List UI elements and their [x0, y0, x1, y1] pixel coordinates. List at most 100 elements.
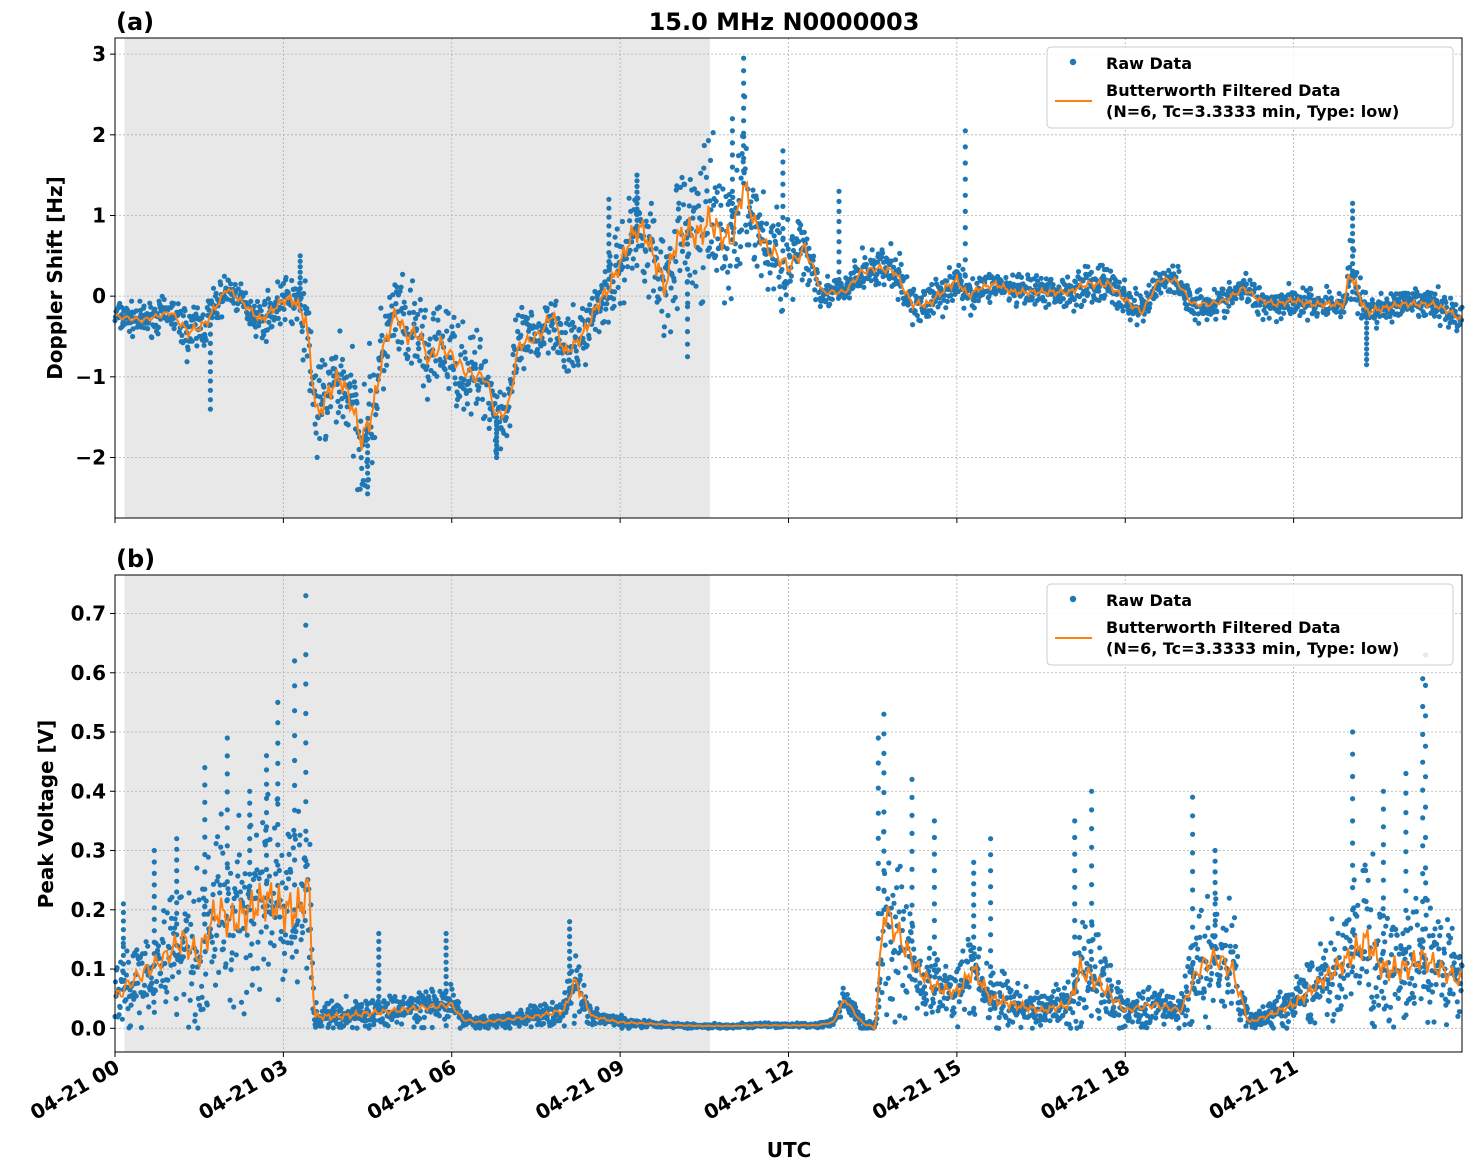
raw-data-point	[745, 213, 751, 219]
raw-data-point	[1073, 302, 1079, 308]
raw-data-point	[459, 380, 465, 387]
raw-data-point	[895, 296, 901, 303]
raw-data-point	[726, 285, 732, 291]
raw-data-point	[668, 329, 674, 335]
raw-data-point	[196, 897, 202, 903]
raw-data-point	[324, 409, 331, 416]
raw-data-point	[1223, 927, 1229, 933]
raw-data-point	[951, 1010, 957, 1016]
raw-data-point	[1017, 993, 1023, 999]
raw-data-point	[801, 271, 807, 277]
raw-data-point	[1263, 310, 1269, 316]
raw-data-spike-point	[741, 168, 747, 174]
raw-data-point	[234, 859, 240, 865]
raw-data-point	[251, 921, 257, 927]
raw-data-point	[642, 278, 648, 284]
raw-data-point	[1115, 979, 1121, 986]
raw-data-point	[461, 406, 467, 412]
raw-data-point	[571, 1020, 577, 1026]
raw-data-point	[648, 200, 655, 206]
raw-data-point	[155, 331, 161, 337]
raw-data-spike-point	[684, 291, 691, 297]
raw-data-point	[1341, 309, 1347, 315]
raw-data-point	[142, 950, 148, 957]
raw-data-point	[1082, 924, 1088, 930]
raw-data-point	[209, 939, 215, 945]
raw-data-point	[1088, 269, 1094, 275]
raw-data-point	[169, 974, 176, 980]
raw-data-spike-point	[780, 203, 786, 209]
raw-data-point	[436, 304, 442, 310]
raw-data-point	[1363, 289, 1369, 296]
raw-data-point	[161, 296, 167, 302]
raw-data-point	[235, 873, 241, 879]
raw-data-point	[844, 991, 850, 998]
raw-data-point	[703, 174, 710, 180]
panel-b: 0.00.10.20.30.40.50.60.7 04-21 00 04-21 0…	[26, 545, 1465, 1162]
raw-data-point	[300, 930, 306, 936]
raw-data-point	[547, 337, 554, 343]
raw-data-point	[1081, 298, 1087, 304]
raw-data-point	[449, 986, 455, 992]
raw-data-point	[420, 383, 426, 389]
raw-data-spike-point	[741, 68, 747, 74]
raw-data-point	[127, 1023, 134, 1029]
raw-data-point	[1225, 989, 1231, 995]
raw-data-point	[661, 324, 668, 330]
raw-data-point	[771, 233, 777, 239]
raw-data-point	[515, 312, 521, 318]
raw-data-spike-point	[836, 198, 842, 204]
raw-data-point	[785, 216, 791, 223]
raw-data-spike-point	[634, 200, 640, 206]
raw-data-point	[448, 981, 454, 987]
raw-data-spike-point	[1350, 215, 1356, 221]
raw-data-point	[1061, 985, 1068, 991]
raw-data-point	[217, 890, 223, 896]
raw-data-spike-point	[606, 250, 612, 256]
raw-data-point	[458, 352, 464, 358]
raw-data-point	[970, 276, 976, 282]
raw-data-point	[181, 991, 187, 997]
raw-data-point	[704, 230, 711, 236]
raw-data-point	[482, 413, 488, 420]
raw-data-point	[266, 319, 272, 325]
raw-data-point	[752, 254, 758, 260]
raw-data-point	[639, 242, 645, 248]
raw-data-spike-point	[729, 188, 736, 194]
raw-data-point	[134, 947, 140, 953]
raw-data-point	[1108, 268, 1114, 274]
raw-data-point	[621, 300, 627, 306]
raw-data-point	[889, 956, 895, 963]
legend-filtered-label-a-line1: Butterworth Filtered Data	[1106, 81, 1341, 100]
raw-data-point	[959, 959, 965, 965]
raw-data-point	[1176, 268, 1182, 274]
raw-data-point	[1010, 272, 1016, 278]
raw-data-point	[385, 353, 391, 360]
raw-data-point	[1196, 913, 1202, 919]
raw-data-point	[961, 305, 967, 311]
raw-data-point	[1079, 1020, 1085, 1026]
raw-data-point	[704, 188, 710, 194]
raw-data-point	[359, 465, 365, 471]
raw-data-point	[192, 1012, 198, 1018]
raw-data-point	[659, 308, 665, 314]
raw-data-point	[1140, 995, 1146, 1001]
raw-data-point	[451, 314, 457, 320]
raw-data-point	[626, 195, 632, 201]
raw-data-spike-point	[684, 316, 691, 322]
raw-data-point	[1153, 293, 1159, 299]
raw-data-point	[575, 362, 581, 368]
raw-data-point	[126, 328, 133, 334]
raw-data-point	[726, 192, 732, 198]
raw-data-spike-point	[684, 254, 691, 260]
raw-data-point	[633, 247, 639, 253]
raw-data-point	[186, 890, 192, 896]
raw-data-point	[269, 323, 275, 330]
raw-data-point	[940, 314, 946, 320]
raw-data-spike-point	[1364, 335, 1370, 342]
raw-data-point	[348, 372, 354, 378]
raw-data-point	[1184, 988, 1190, 995]
raw-data-point	[1047, 1018, 1053, 1024]
raw-data-point	[750, 187, 756, 193]
raw-data-point	[319, 1023, 325, 1029]
